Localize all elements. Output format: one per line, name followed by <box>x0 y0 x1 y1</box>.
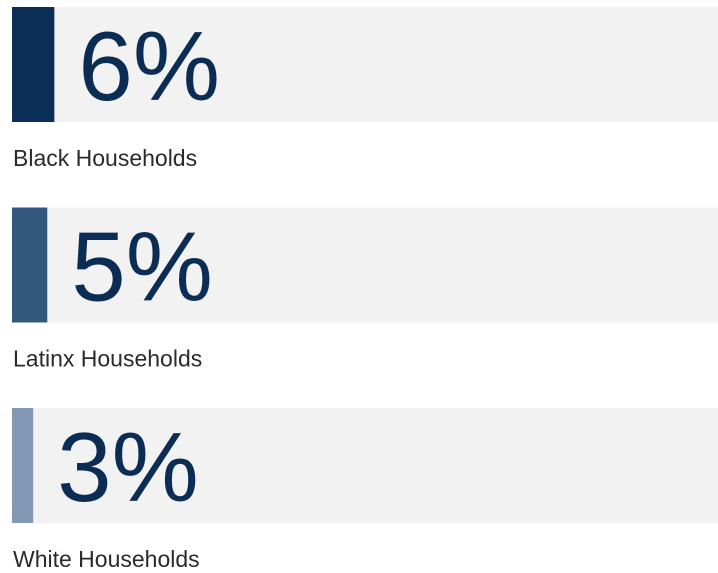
bar <box>12 408 34 523</box>
value-label: 6% <box>78 11 220 121</box>
bar-panel <box>12 408 718 523</box>
bar <box>12 207 48 323</box>
category-label: Black Households <box>13 145 197 171</box>
bar-panel <box>12 7 718 122</box>
value-label: 5% <box>71 212 213 322</box>
category-label: White Households <box>13 546 200 572</box>
bar-panel <box>12 207 718 323</box>
value-label: 3% <box>57 412 199 522</box>
bar <box>12 7 55 122</box>
category-label: Latinx Households <box>13 346 202 372</box>
